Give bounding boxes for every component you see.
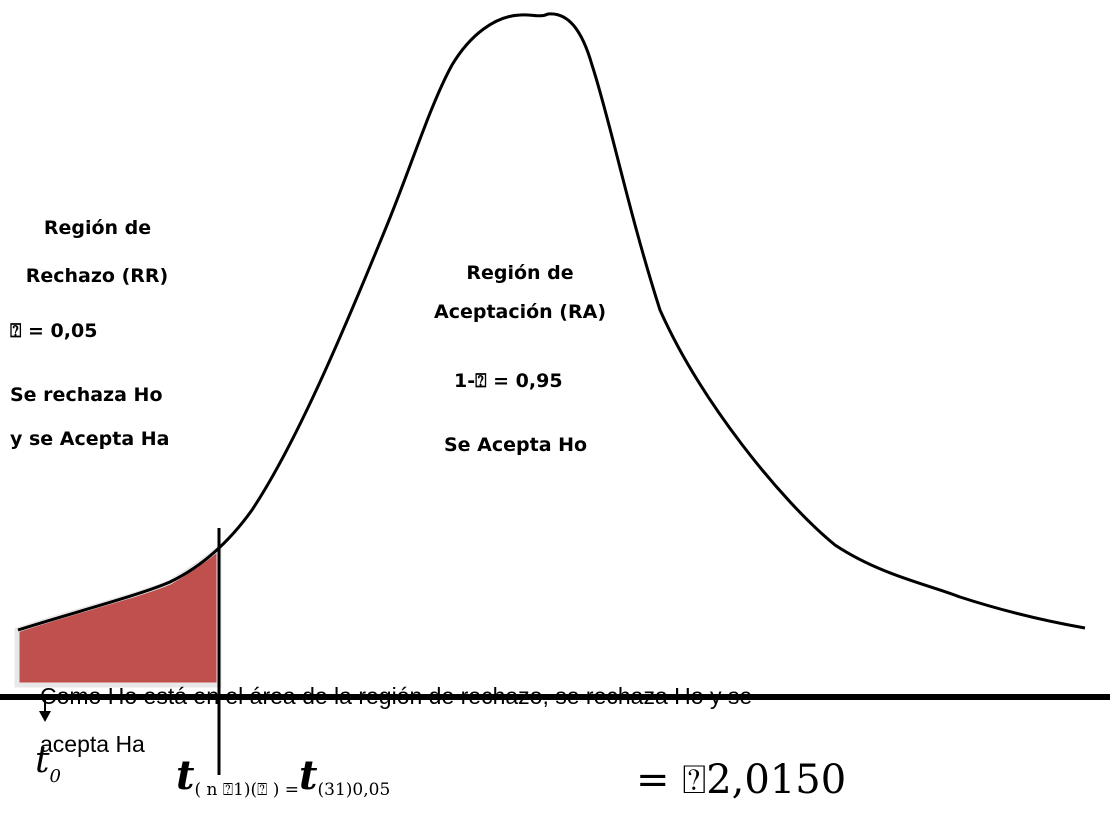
- acceptance-region-title-line2: Aceptación (RA): [433, 301, 607, 323]
- statistic-symbol: t: [35, 740, 50, 781]
- formula-t-left: t: [176, 752, 195, 799]
- critical-value-formula: t( n ⍰1)(⍰ ) =t(31)0,05: [176, 752, 391, 800]
- critical-value-result: = ⍰2,0150: [636, 757, 847, 803]
- formula-subscript-left: ( n ⍰1)(⍰ ) =: [194, 780, 300, 800]
- statistic-subscript: 0: [49, 766, 61, 787]
- formula-t-right: t: [299, 752, 318, 799]
- rejection-decision-line1: Se rechaza Ho: [10, 384, 163, 406]
- conclusion-line1: Como Ho está en el área de la región de …: [40, 683, 753, 709]
- formula-subscript-right: (31)0,05: [317, 780, 391, 800]
- rejection-region-title-line1: Región de: [43, 217, 152, 239]
- acceptance-region-title-line1: Región de: [466, 262, 574, 284]
- rejection-region-title-line2: Rechazo (RR): [25, 265, 169, 287]
- alpha-value: ⍰ = 0,05: [10, 320, 98, 342]
- statistic-arrow-head: [39, 711, 51, 722]
- rejection-region-shade: [14, 542, 222, 688]
- conclusion-line2: acepta Ha: [40, 731, 145, 757]
- rejection-decision-line2: y se Acepta Ha: [10, 428, 170, 450]
- bell-curve: [17, 12, 1086, 632]
- confidence-value: 1-⍰ = 0,95: [454, 370, 563, 392]
- test-statistic-label: t0: [35, 740, 61, 787]
- acceptance-decision: Se Acepta Ho: [444, 434, 588, 456]
